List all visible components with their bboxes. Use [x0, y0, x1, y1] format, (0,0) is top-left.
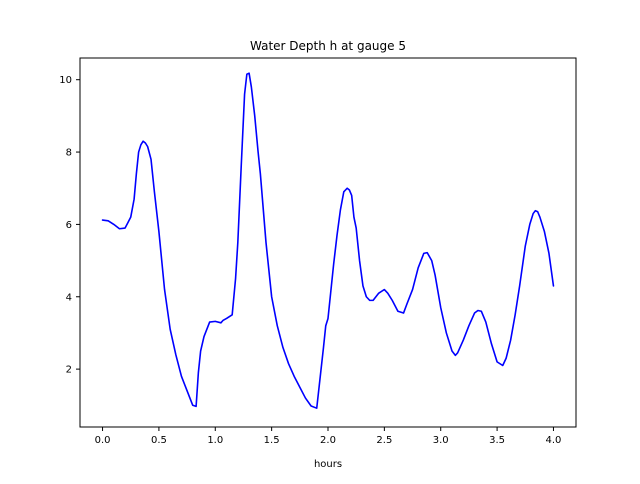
y-tick-label: 4: [66, 292, 72, 303]
y-tick-label: 2: [66, 365, 72, 376]
plot-area: 0.0 0.5 1.0 1.5 2.0 2.5 3.0 3.5 4.0 2 4 6 8 10: [59, 57, 577, 446]
y-tick-label: 10: [59, 75, 72, 86]
x-axis-title: hours: [314, 459, 342, 470]
x-tick-label: 2.0: [320, 435, 336, 446]
x-tick-label: 1.0: [207, 435, 223, 446]
y-tick-label: 8: [66, 148, 72, 159]
x-tick-label: 2.5: [376, 435, 392, 446]
x-tick-label: 1.5: [264, 435, 280, 446]
y-tick-label: 6: [66, 220, 72, 231]
chart-title: Water Depth h at gauge 5: [250, 39, 406, 53]
series-line-0: [101, 72, 555, 409]
x-tick-label: 0.0: [95, 435, 111, 446]
x-tick-label: 3.0: [433, 435, 449, 446]
x-tick-label: 3.5: [489, 435, 505, 446]
x-tick-label: 4.0: [546, 435, 562, 446]
x-tick-label: 0.5: [151, 435, 167, 446]
